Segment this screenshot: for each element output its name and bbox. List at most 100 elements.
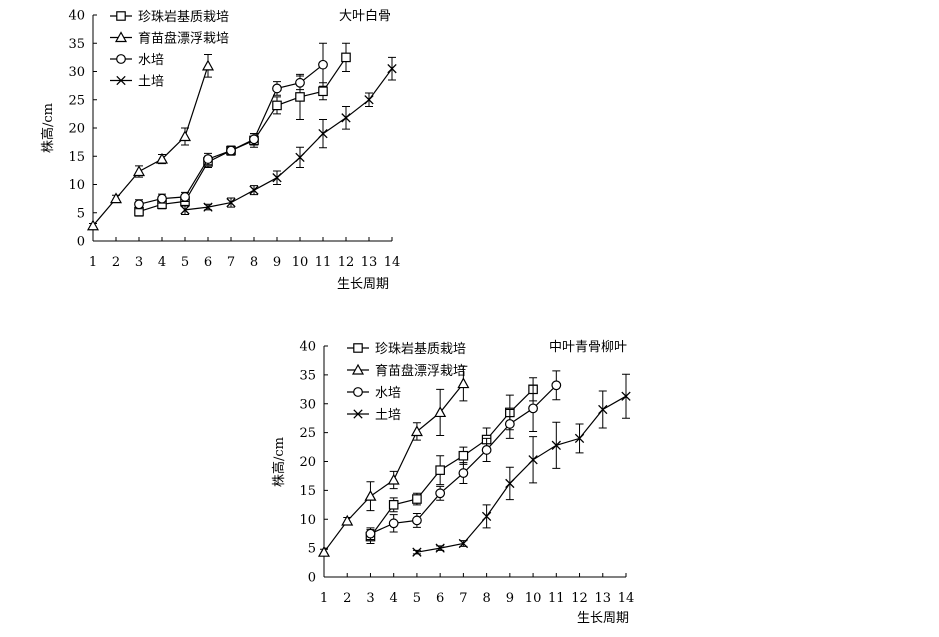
legend-label: 珍珠岩基质栽培 xyxy=(375,341,466,357)
series-x xyxy=(180,56,397,215)
series-circle xyxy=(365,370,562,540)
data-point xyxy=(180,205,190,215)
data-point xyxy=(412,494,422,504)
x-tick-label: 10 xyxy=(292,255,309,270)
y-axis-label: 株高/cm xyxy=(271,437,287,487)
series-square xyxy=(365,377,538,545)
y-tick-label: 15 xyxy=(299,484,316,499)
data-point xyxy=(86,219,100,231)
series-x xyxy=(412,373,631,557)
x-tick-label: 4 xyxy=(390,591,398,606)
data-point xyxy=(365,528,376,539)
data-point xyxy=(481,511,492,522)
data-point xyxy=(134,199,144,210)
data-point xyxy=(157,193,167,204)
data-point xyxy=(458,468,469,478)
legend-entry: 珍珠岩基质栽培 xyxy=(110,9,229,25)
x-tick-label: 6 xyxy=(436,591,444,606)
data-point xyxy=(201,59,215,71)
data-point xyxy=(435,543,445,553)
series-triangle xyxy=(86,54,215,231)
data-point xyxy=(412,515,422,526)
y-axis-label: 株高/cm xyxy=(40,103,56,153)
data-point xyxy=(551,440,561,450)
data-point xyxy=(109,192,123,204)
legend-entry: 水培 xyxy=(110,52,164,68)
data-point xyxy=(132,165,146,177)
x-tick-label: 11 xyxy=(315,255,332,270)
data-point xyxy=(388,500,399,510)
series-line xyxy=(138,64,324,205)
data-point xyxy=(180,192,190,202)
data-point xyxy=(249,185,259,195)
x-tick-label: 2 xyxy=(112,255,120,270)
x-tick-label: 4 xyxy=(158,255,166,270)
x-tick-label: 9 xyxy=(506,591,514,606)
data-point xyxy=(435,465,445,475)
y-tick-label: 0 xyxy=(77,235,85,250)
legend-label: 水培 xyxy=(375,385,401,401)
data-point xyxy=(341,113,351,123)
series-line xyxy=(416,395,627,553)
y-tick-label: 30 xyxy=(68,65,85,80)
chart-bobaikongxincai: 05101520253035401234567891011121314博白空心菜… xyxy=(480,0,939,320)
y-tick-label: 20 xyxy=(299,455,316,470)
data-point xyxy=(481,445,492,455)
legend-entry: 土培 xyxy=(347,407,401,423)
x-axis-label: 生长周期 xyxy=(577,611,629,626)
data-point xyxy=(505,478,515,489)
legend-label: 土培 xyxy=(375,407,401,423)
data-point xyxy=(318,86,328,97)
legend-entry: 水培 xyxy=(347,385,401,401)
legend-marker xyxy=(116,54,126,64)
data-point xyxy=(387,473,400,485)
legend-label: 水培 xyxy=(138,52,164,68)
data-point xyxy=(203,154,213,164)
x-tick-label: 5 xyxy=(181,255,189,270)
data-point xyxy=(295,152,305,163)
y-tick-label: 40 xyxy=(299,340,316,355)
data-point xyxy=(203,202,213,212)
data-point xyxy=(226,197,236,208)
y-tick-label: 25 xyxy=(299,426,316,441)
data-point xyxy=(272,83,282,94)
y-tick-label: 10 xyxy=(68,178,85,193)
data-point xyxy=(598,404,608,415)
data-point xyxy=(318,128,328,139)
legend-label: 土培 xyxy=(138,74,164,90)
data-point xyxy=(528,455,538,465)
data-point xyxy=(295,77,305,88)
x-tick-label: 1 xyxy=(320,591,328,606)
legend-entry: 育苗盘漂浮栽培 xyxy=(347,363,466,379)
x-tick-label: 6 xyxy=(204,255,212,270)
data-point xyxy=(364,489,377,501)
legend-marker xyxy=(116,75,126,86)
legend-marker xyxy=(114,31,128,43)
x-tick-label: 1 xyxy=(89,255,97,270)
x-tick-label: 3 xyxy=(366,591,374,606)
data-point xyxy=(551,380,562,391)
x-tick-label: 14 xyxy=(618,591,635,606)
chart-title: 中叶青骨柳叶 xyxy=(549,340,627,355)
data-point xyxy=(458,450,469,461)
data-point xyxy=(364,95,374,105)
legend-marker xyxy=(353,343,363,353)
data-point xyxy=(458,538,469,549)
data-point xyxy=(410,425,423,437)
chart-title: 大叶白骨 xyxy=(339,8,391,24)
x-tick-label: 12 xyxy=(338,255,355,270)
data-point xyxy=(341,52,351,63)
legend-label: 育苗盘漂浮栽培 xyxy=(138,31,229,47)
series-line xyxy=(138,57,347,213)
legend-marker xyxy=(351,363,365,375)
y-tick-label: 20 xyxy=(68,122,85,137)
data-point xyxy=(528,403,538,414)
x-tick-label: 10 xyxy=(525,591,542,606)
x-tick-label: 14 xyxy=(384,255,401,270)
x-tick-label: 7 xyxy=(459,591,467,606)
x-tick-label: 5 xyxy=(413,591,421,606)
data-point xyxy=(295,92,305,102)
y-tick-label: 40 xyxy=(68,9,85,24)
